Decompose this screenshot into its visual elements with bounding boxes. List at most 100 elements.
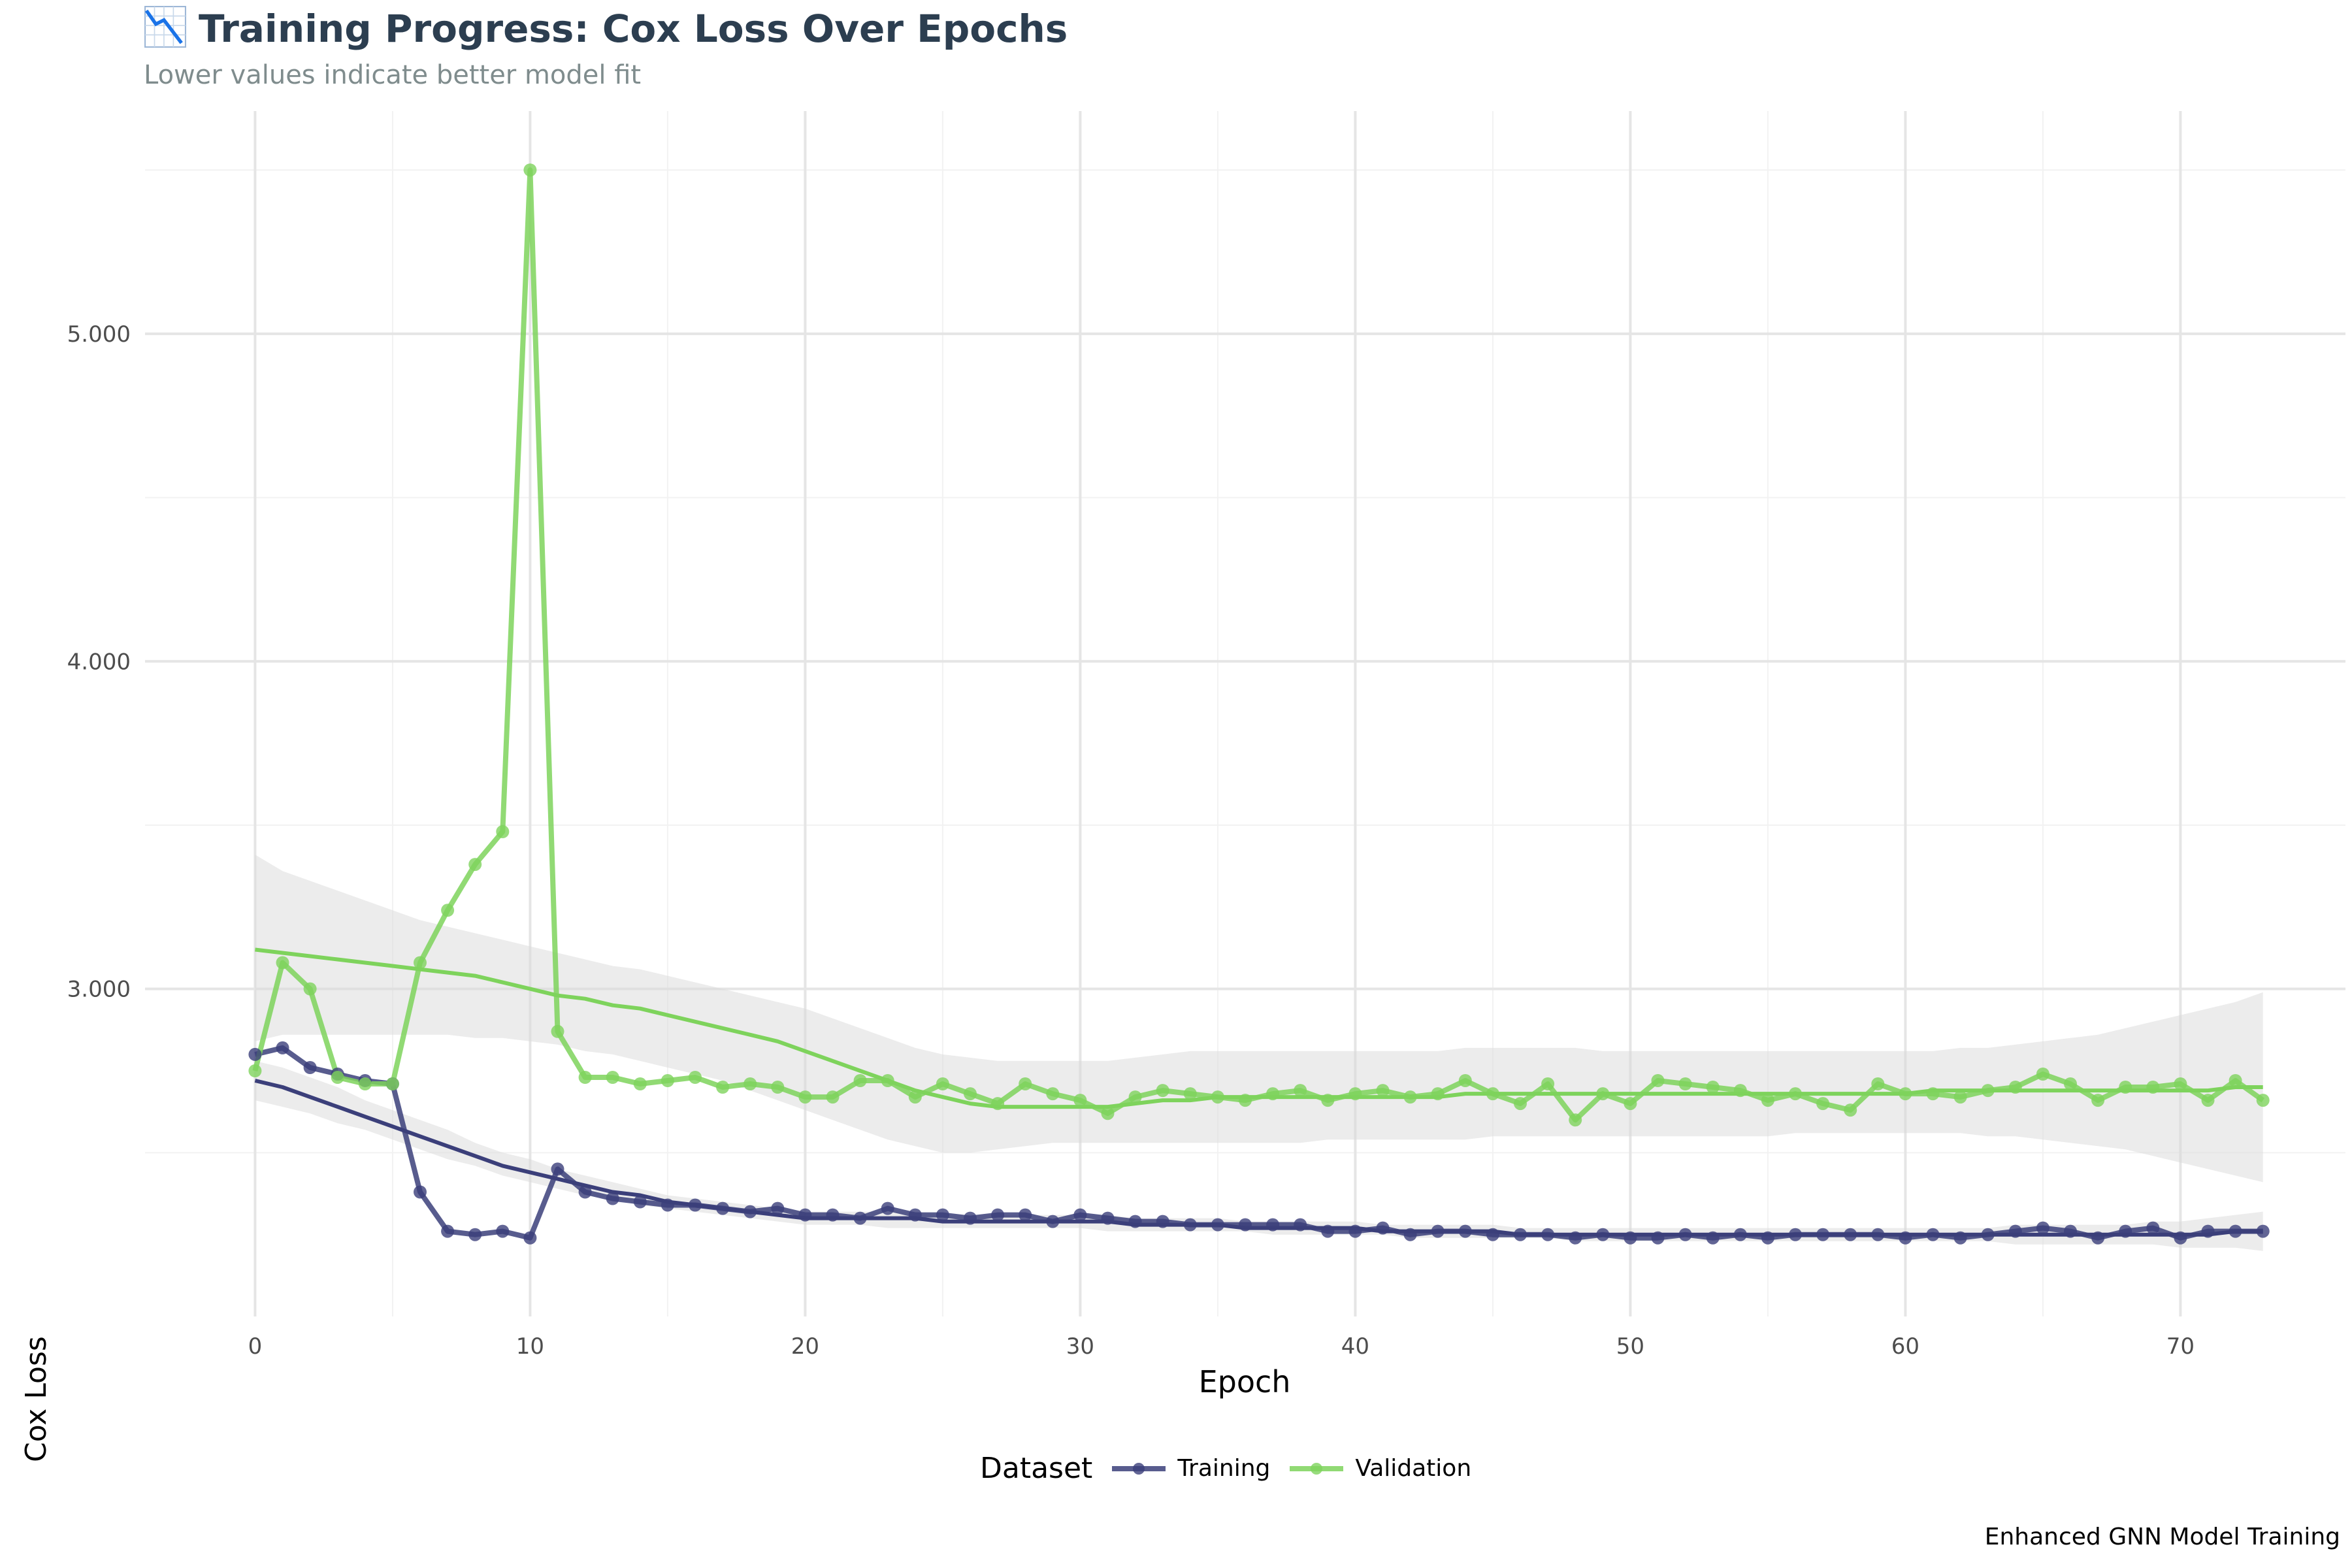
point-validation <box>1101 1107 1115 1120</box>
point-validation <box>2091 1094 2105 1107</box>
point-validation <box>1458 1074 1472 1087</box>
trend-training <box>254 1079 2263 1237</box>
point-training <box>496 1224 510 1238</box>
point-validation <box>1541 1077 1555 1090</box>
point-training <box>2146 1221 2160 1235</box>
point-validation <box>689 1071 702 1084</box>
point-validation <box>2256 1094 2270 1107</box>
point-training <box>248 1047 262 1061</box>
legend: Dataset Training Validation <box>980 1452 1488 1485</box>
y-tick-label: 3.000 <box>67 977 131 1003</box>
point-validation <box>853 1074 867 1087</box>
x-tick-label: 70 <box>2166 1333 2195 1360</box>
point-validation <box>2229 1074 2242 1087</box>
point-training <box>303 1061 317 1074</box>
point-validation <box>358 1077 372 1090</box>
point-validation <box>826 1090 840 1104</box>
point-training <box>881 1201 894 1215</box>
point-training <box>606 1192 619 1205</box>
point-training <box>771 1201 785 1215</box>
x-tick-label: 10 <box>516 1333 544 1360</box>
point-validation <box>661 1074 674 1087</box>
trend-validation <box>255 947 2263 1109</box>
chart-title: Training Progress: Cox Loss Over Epochs <box>144 5 1068 51</box>
legend-item-validation: Validation <box>1287 1455 1471 1482</box>
point-validation <box>248 1064 262 1077</box>
legend-key-validation <box>1290 1462 1344 1475</box>
point-validation <box>414 956 427 970</box>
legend-label-validation: Validation <box>1355 1455 1472 1482</box>
point-validation <box>633 1077 647 1090</box>
point-training <box>276 1041 289 1054</box>
x-tick-label: 40 <box>1341 1333 1369 1360</box>
point-validation <box>1871 1077 1885 1090</box>
trend-lines <box>254 947 2263 1237</box>
point-validation <box>1294 1084 1307 1098</box>
point-validation <box>523 163 537 177</box>
point-validation <box>441 904 455 917</box>
point-validation <box>716 1081 730 1094</box>
point-validation <box>578 1071 592 1084</box>
point-validation <box>1624 1097 1637 1111</box>
point-validation <box>1156 1084 1169 1098</box>
point-training <box>1019 1208 1032 1222</box>
point-validation <box>1019 1077 1032 1090</box>
point-validation <box>908 1090 922 1104</box>
point-training <box>441 1224 455 1238</box>
grid-lines <box>145 111 2345 1316</box>
point-validation <box>936 1077 949 1090</box>
point-training <box>2036 1221 2050 1235</box>
chart-title-text: Training Progress: Cox Loss Over Epochs <box>199 7 1068 51</box>
tick-labels: 0 10 20 30 40 50 60 70 3.000 4.000 5.000 <box>67 321 2195 1360</box>
chart-subtitle: Lower values indicate better model fit <box>144 60 642 90</box>
legend-item-training: Training <box>1109 1455 1270 1482</box>
point-validation <box>1183 1087 1197 1101</box>
point-validation <box>2036 1068 2050 1081</box>
point-training <box>936 1208 949 1222</box>
point-validation <box>2064 1077 2077 1090</box>
point-training <box>551 1162 564 1176</box>
x-axis-label: Epoch <box>1198 1364 1291 1399</box>
legend-key-training <box>1112 1462 1166 1475</box>
point-validation <box>2174 1077 2187 1090</box>
x-tick-label: 20 <box>791 1333 819 1360</box>
point-validation <box>551 1024 564 1038</box>
line-validation <box>252 167 2265 1123</box>
point-validation <box>303 982 317 996</box>
point-validation <box>606 1071 619 1084</box>
point-validation <box>385 1077 399 1090</box>
point-validation <box>331 1071 344 1084</box>
point-training <box>1073 1208 1087 1222</box>
point-training <box>523 1231 537 1245</box>
point-training <box>578 1185 592 1199</box>
legend-title: Dataset <box>980 1452 1093 1485</box>
point-validation <box>798 1090 812 1104</box>
point-training <box>468 1228 482 1241</box>
x-tick-label: 0 <box>248 1333 263 1360</box>
point-validation <box>1569 1113 1582 1127</box>
point-validation <box>1046 1087 1060 1101</box>
x-tick-label: 30 <box>1066 1333 1094 1360</box>
y-tick-label: 4.000 <box>67 649 131 675</box>
point-validation <box>771 1081 785 1094</box>
point-validation <box>1844 1103 1857 1117</box>
point-validation <box>1761 1094 1774 1107</box>
point-training <box>414 1185 427 1199</box>
legend-label-training: Training <box>1177 1455 1271 1482</box>
point-validation <box>1128 1090 1142 1104</box>
chart-caption: Enhanced GNN Model Training <box>1984 1524 2340 1550</box>
point-training <box>633 1195 647 1209</box>
point-validation <box>2201 1094 2215 1107</box>
point-validation <box>468 858 482 872</box>
x-tick-label: 50 <box>1616 1333 1644 1360</box>
point-validation <box>743 1077 757 1090</box>
point-validation <box>1678 1077 1692 1090</box>
point-validation <box>276 956 289 970</box>
point-validation <box>1073 1094 1087 1107</box>
point-training <box>991 1208 1005 1222</box>
y-tick-label: 5.000 <box>67 321 131 348</box>
point-validation <box>1376 1084 1390 1098</box>
x-tick-label: 60 <box>1891 1333 1919 1360</box>
point-validation <box>964 1087 977 1101</box>
